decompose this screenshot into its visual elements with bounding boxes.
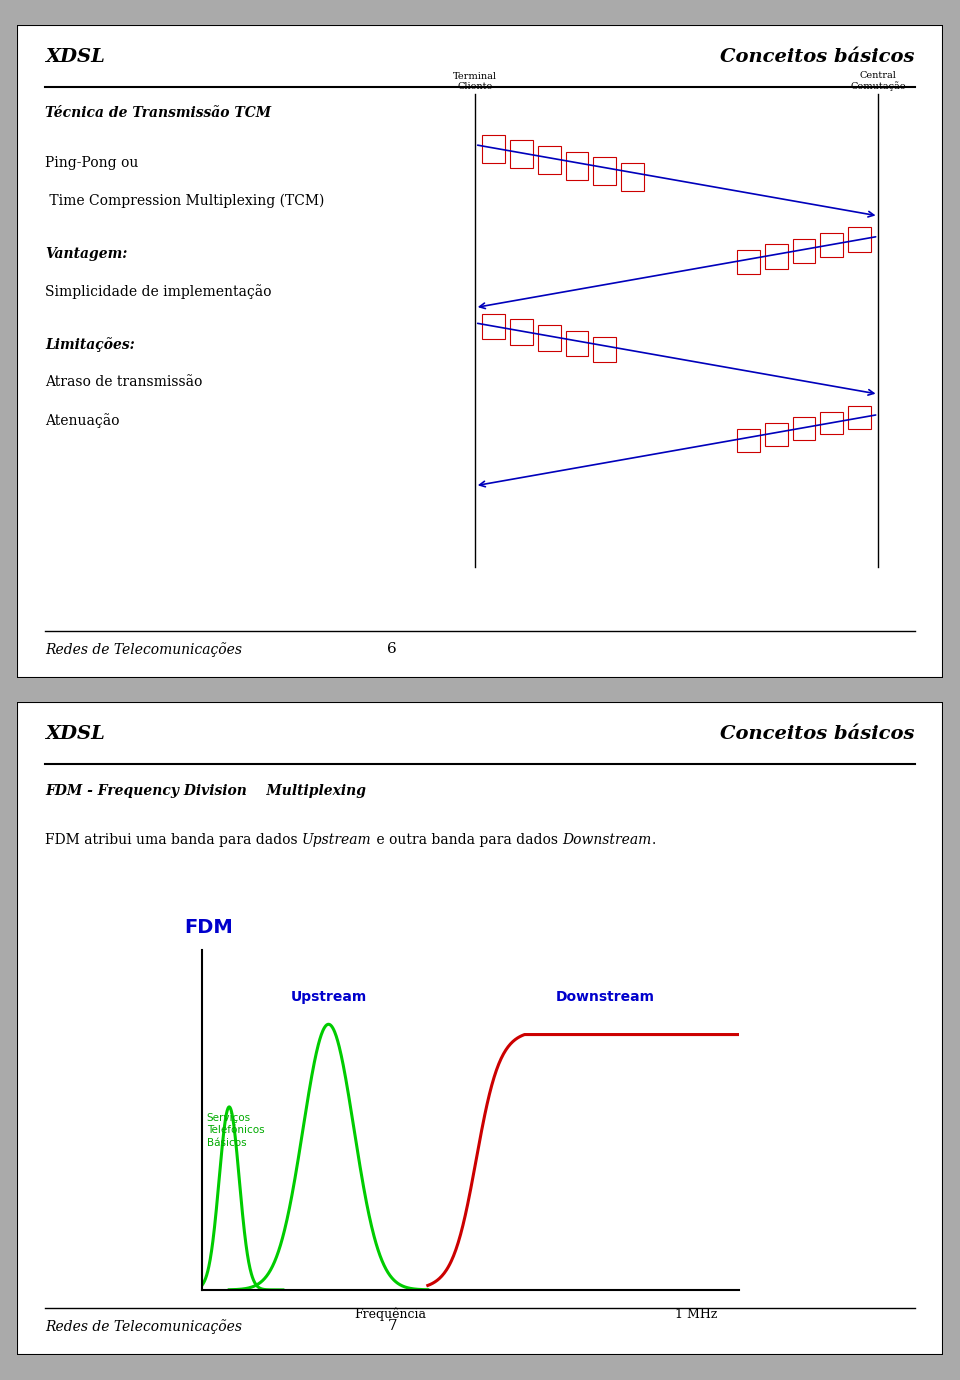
Bar: [565, 152, 588, 179]
Bar: [593, 337, 616, 362]
Bar: [621, 163, 644, 190]
Text: FDM: FDM: [184, 919, 232, 937]
Bar: [737, 429, 760, 451]
Text: 6: 6: [388, 642, 397, 656]
FancyBboxPatch shape: [17, 25, 943, 678]
Bar: [793, 417, 815, 440]
Bar: [848, 406, 871, 429]
Text: Frequência: Frequência: [354, 1308, 426, 1321]
Text: FDM atribui uma banda para dados: FDM atribui uma banda para dados: [45, 834, 302, 847]
Bar: [593, 157, 616, 185]
Text: Atenuação: Atenuação: [45, 413, 120, 428]
Bar: [821, 233, 843, 257]
Text: Conceitos básicos: Conceitos básicos: [720, 726, 915, 744]
Text: Serviços
Telefónicos
Básicos: Serviços Telefónicos Básicos: [206, 1112, 264, 1148]
Bar: [510, 141, 533, 168]
Bar: [565, 331, 588, 356]
Bar: [793, 239, 815, 264]
Bar: [510, 319, 533, 345]
Text: FDM - Frequency Division    Multiplexing: FDM - Frequency Division Multiplexing: [45, 784, 366, 798]
Text: Terminal
Cliente: Terminal Cliente: [453, 72, 497, 91]
Bar: [765, 424, 787, 446]
Text: 1 MHz: 1 MHz: [675, 1308, 717, 1321]
Text: Upstream: Upstream: [290, 989, 367, 1003]
Text: Conceitos básicos: Conceitos básicos: [720, 48, 915, 66]
Text: XDSL: XDSL: [45, 726, 105, 744]
Bar: [821, 411, 843, 435]
Text: Time Compression Multiplexing (TCM): Time Compression Multiplexing (TCM): [45, 193, 324, 208]
Text: Upstream: Upstream: [302, 834, 372, 847]
Bar: [765, 244, 787, 269]
Text: Redes de Telecomunicações: Redes de Telecomunicações: [45, 642, 242, 657]
Text: .: .: [651, 834, 656, 847]
Text: Downstream: Downstream: [556, 989, 655, 1003]
Text: Ping-Pong ou: Ping-Pong ou: [45, 156, 138, 170]
Bar: [538, 146, 561, 174]
Bar: [483, 134, 505, 163]
Bar: [737, 250, 760, 275]
Text: Limitações:: Limitações:: [45, 337, 134, 352]
Text: XDSL: XDSL: [45, 48, 105, 66]
Bar: [848, 228, 871, 251]
Text: Vantagem:: Vantagem:: [45, 247, 128, 261]
Text: 7: 7: [388, 1319, 397, 1333]
Text: Redes de Telecomunicações: Redes de Telecomunicações: [45, 1319, 242, 1334]
Text: Atraso de transmissão: Atraso de transmissão: [45, 375, 203, 389]
Bar: [538, 326, 561, 351]
FancyBboxPatch shape: [17, 702, 943, 1355]
Bar: [483, 313, 505, 339]
Text: e outra banda para dados: e outra banda para dados: [372, 834, 562, 847]
Text: Downstream: Downstream: [562, 834, 651, 847]
Text: Técnica de Transmissão TCM: Técnica de Transmissão TCM: [45, 106, 271, 120]
Text: Central
Comutação: Central Comutação: [851, 70, 906, 91]
Text: Simplicidade de implementação: Simplicidade de implementação: [45, 284, 272, 299]
